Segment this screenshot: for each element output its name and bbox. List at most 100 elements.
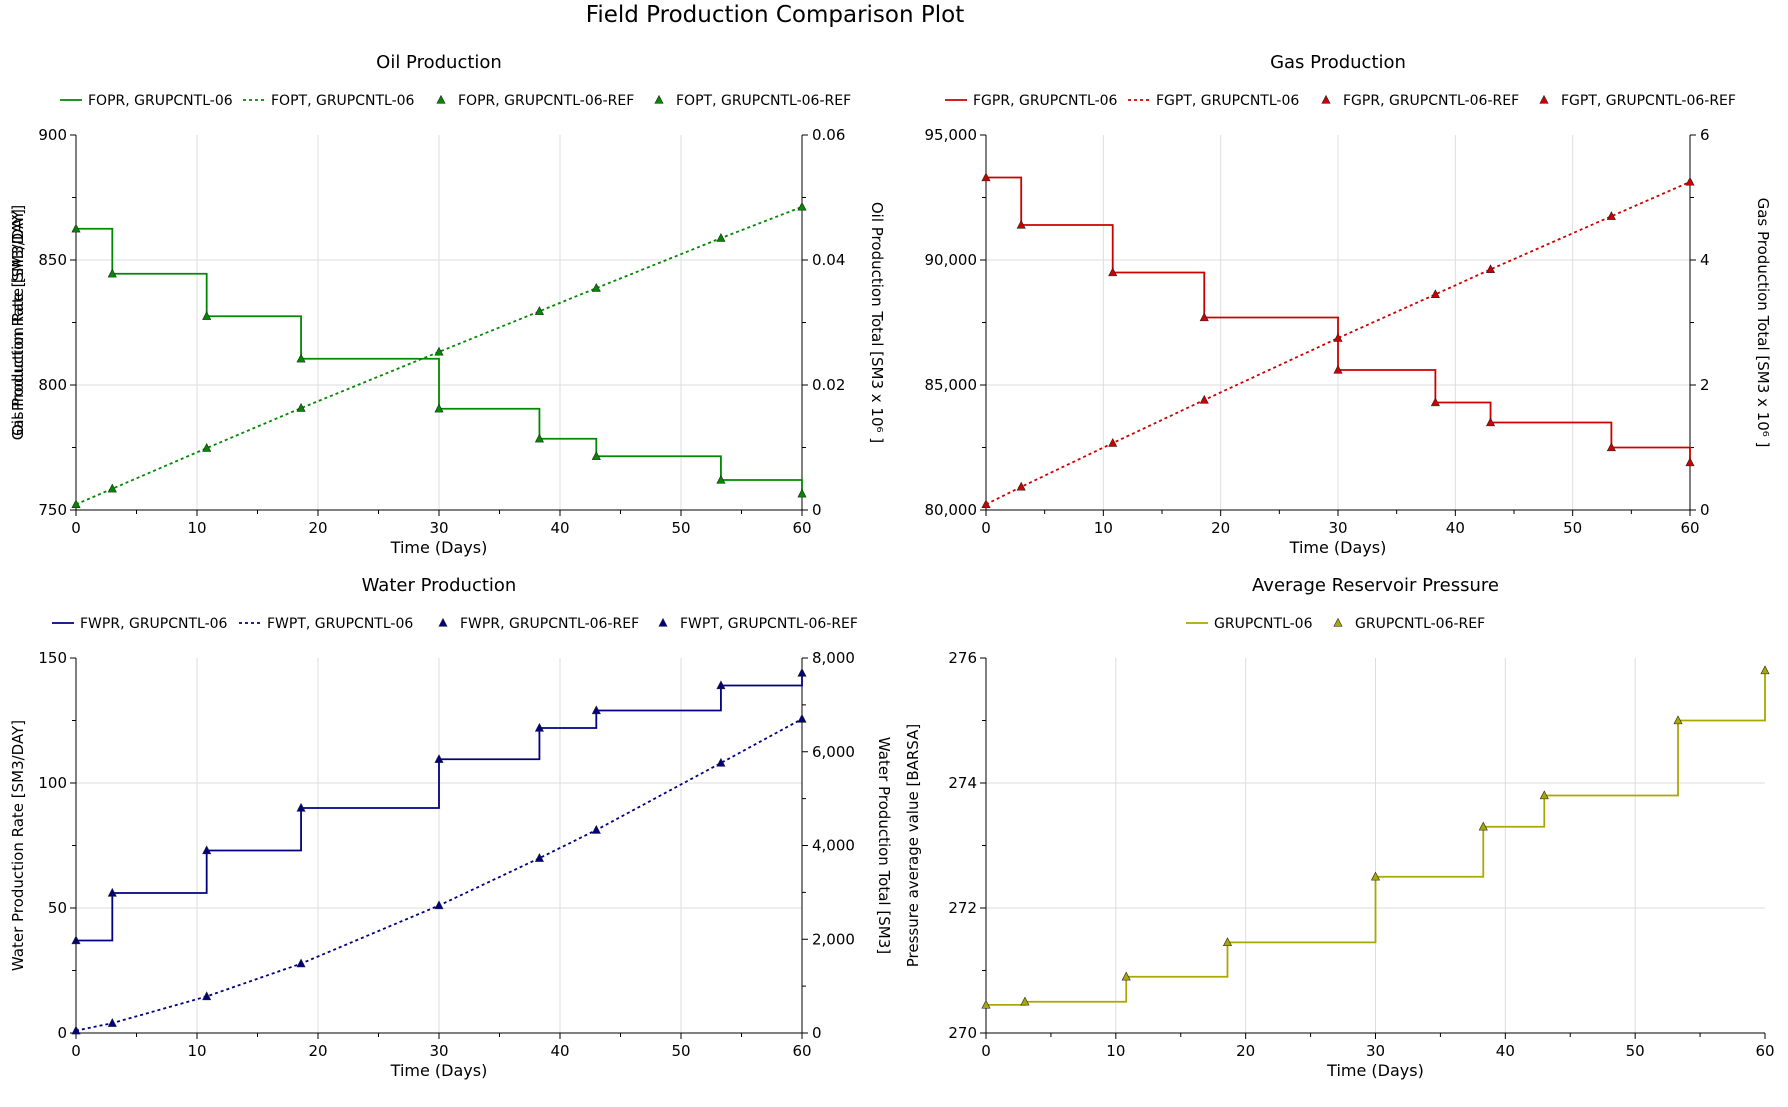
y2-tick-label: 4,000 [812,837,855,855]
x-tick-label: 10 [1094,519,1113,537]
y-tick-label: 274 [948,774,977,792]
series-marker-grupcntl-06-ref [1121,971,1131,981]
x-tick-label: 30 [429,1042,448,1060]
series-marker-fgpr-grupcntl-06-ref [981,172,991,182]
legend-label: FGPR, GRUPCNTL-06 [973,93,1118,109]
chart-title: Average Reservoir Pressure [1252,575,1499,596]
x-tick-label: 60 [1680,519,1699,537]
series-marker-fgpr-grupcntl-06-ref [1016,219,1026,229]
y-tick-label: 90,000 [925,251,978,269]
series-marker-fopt-grupcntl-06-ref [716,232,726,242]
y-tick-label: 272 [948,899,977,917]
x-tick-label: 60 [792,1042,811,1060]
series-marker-fgpr-grupcntl-06-ref [1108,267,1118,277]
legend-label: FOPT, GRUPCNTL-06 [271,93,415,109]
chart-title: Gas Production [1270,52,1406,73]
series-marker-fgpt-grupcntl-06-ref [981,499,991,509]
x-axis-label: Time (Days) [390,538,488,557]
series-marker-fwpr-grupcntl-06-ref [591,705,601,715]
x-tick-label: 20 [1211,519,1230,537]
y-axis-label: Oil Production Rate [SM3/DAY] [9,209,27,436]
y-tick-label: 50 [48,899,67,917]
series-marker-grupcntl-06-ref [981,999,991,1009]
series-marker-fopr-grupcntl-06-ref [434,403,444,413]
chart-title: Water Production [362,575,517,596]
legend-swatch [1539,94,1549,104]
legend-label: FWPT, GRUPCNTL-06 [267,616,413,632]
series-marker-grupcntl-06-ref [1760,665,1770,675]
legend-label: GRUPCNTL-06-REF [1355,616,1485,632]
series-marker-fwpr-grupcntl-06-ref [434,754,444,763]
series-marker-fwpr-grupcntl-06-ref [534,722,544,732]
series-marker-grupcntl-06-ref [1020,996,1030,1006]
series-marker-fwpr-grupcntl-06-ref [202,845,212,855]
series-marker-fgpr-grupcntl-06-ref [1333,364,1343,374]
series-marker-fwpt-grupcntl-06-ref [434,900,444,910]
series-marker-grupcntl-06-ref [1370,871,1381,881]
x-tick-label: 0 [981,1042,991,1060]
series-marker-fopt-grupcntl-06-ref [202,442,212,452]
y2-tick-label: 0.02 [812,376,845,394]
series-marker-fgpt-grupcntl-06-ref [1333,332,1343,342]
x-tick-label: 0 [71,1042,81,1060]
legend-label: FWPR, GRUPCNTL-06-REF [460,616,639,632]
x-tick-label: 20 [1236,1042,1255,1060]
y2-tick-label: 0 [812,501,822,519]
series-marker-fwpt-grupcntl-06-ref [797,713,807,723]
y2-tick-label: 0 [1700,501,1710,519]
series-marker-fopr-grupcntl-06-ref [107,268,117,278]
series-marker-fgpr-grupcntl-06-ref [1199,312,1209,322]
y2-tick-label: 6 [1700,126,1710,144]
y-tick-label: 800 [38,376,67,394]
x-tick-label: 50 [1626,1042,1645,1060]
series-marker-fgpt-grupcntl-06-ref [1199,394,1209,404]
series-marker-fopr-grupcntl-06-ref [71,223,81,233]
series-marker-fgpr-grupcntl-06-ref [1606,442,1616,452]
series-marker-fgpt-grupcntl-06-ref [1430,289,1440,299]
x-tick-label: 30 [429,519,448,537]
y2-axis-label: Gas Production Total [SM3 x 10⁶ ] [1754,198,1772,448]
page-title: Field Production Comparison Plot [585,2,965,28]
x-tick-label: 50 [671,519,690,537]
legend-swatch [1333,617,1343,627]
y2-tick-label: 8,000 [812,649,855,667]
x-tick-label: 60 [792,519,811,537]
y2-tick-label: 4 [1700,251,1710,269]
series-marker-fopt-grupcntl-06-ref [534,306,544,315]
series-marker-fgpr-grupcntl-06-ref [1485,417,1496,427]
x-axis-label: Time (Days) [1326,1061,1424,1080]
y2-tick-label: 2,000 [812,930,855,948]
x-tick-label: 10 [187,1042,206,1060]
series-marker-fopr-grupcntl-06-ref [296,353,306,363]
series-marker-fwpr-grupcntl-06-ref [716,680,726,690]
legend-label: FWPR, GRUPCNTL-06 [80,616,228,632]
series-marker-fwpt-grupcntl-06-ref [534,853,544,862]
legend-label: FWPT, GRUPCNTL-06-REF [680,616,858,632]
y-tick-label: 850 [38,251,67,269]
legend-label: FOPR, GRUPCNTL-06-REF [458,93,634,109]
series-marker-fopt-grupcntl-06-ref [71,499,81,509]
y-axis-label: Gas Production Rate [SM3/DAY] [9,205,27,440]
series-marker-fopt-grupcntl-06-ref [107,483,117,493]
series-line-fgpt-grupcntl-06 [985,181,1691,506]
series-marker-fgpt-grupcntl-06-ref [1606,211,1616,220]
legend-label: FGPT, GRUPCNTL-06-REF [1561,93,1736,109]
x-tick-label: 30 [1328,519,1347,537]
series-marker-fwpt-grupcntl-06-ref [296,958,306,968]
y2-tick-label: 6,000 [812,743,855,761]
y2-axis-label: Oil Production Total [SM3 x 10⁶ ] [868,202,886,443]
x-tick-label: 40 [1496,1042,1515,1060]
series-marker-fwpr-grupcntl-06-ref [797,667,807,677]
x-axis-label: Time (Days) [390,1061,488,1080]
y-axis-label: Water Production Rate [SM3/DAY] [9,720,27,971]
series-marker-fgpt-grupcntl-06-ref [1108,437,1118,447]
series-marker-fgpr-grupcntl-06-ref [1430,397,1440,407]
series-marker-fgpr-grupcntl-06-ref [1685,457,1695,467]
x-tick-label: 40 [550,519,569,537]
x-tick-label: 10 [187,519,206,537]
x-tick-label: 10 [1106,1042,1125,1060]
x-tick-label: 0 [981,519,991,537]
y2-tick-label: 2 [1700,376,1710,394]
